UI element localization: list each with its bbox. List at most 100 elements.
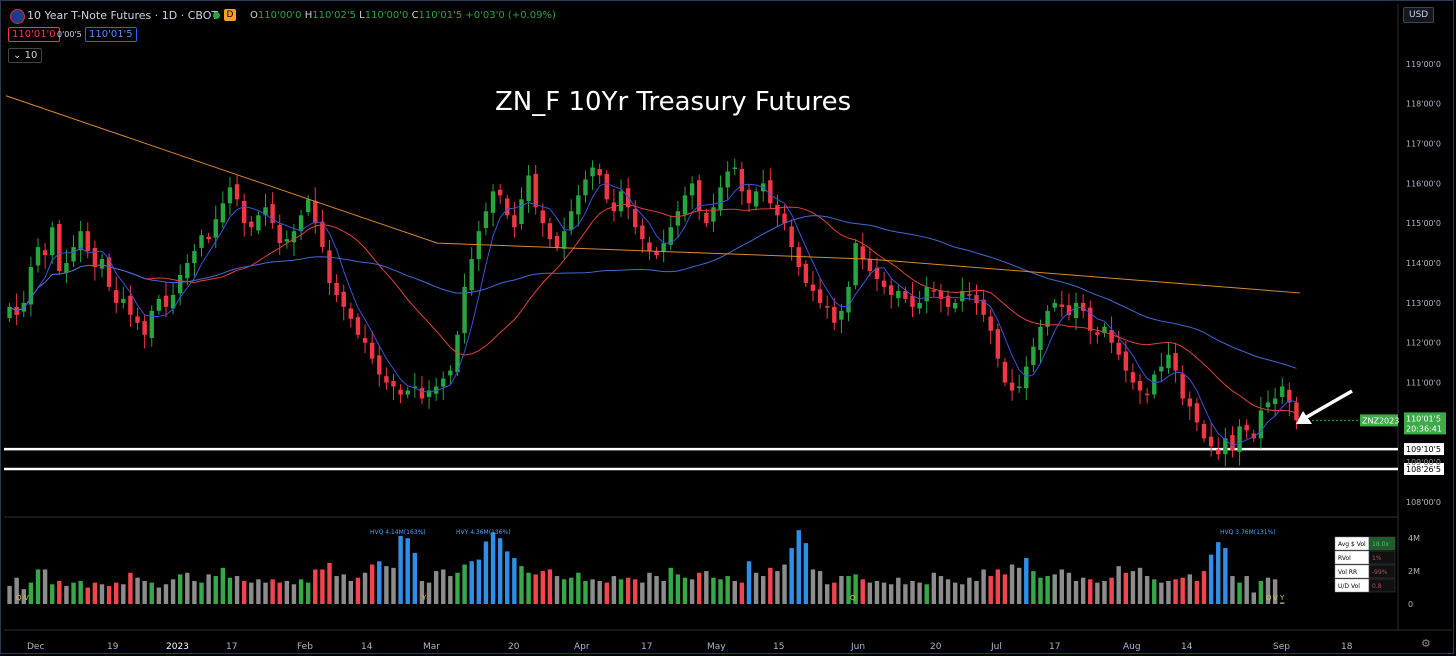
time-axis-tick-label: May bbox=[707, 642, 726, 652]
volume-bar bbox=[917, 582, 922, 604]
settings-gear-icon[interactable]: ⚙ bbox=[1421, 637, 1431, 650]
symbol-tag bbox=[1360, 414, 1398, 427]
candle bbox=[1272, 398, 1278, 405]
volume-bar bbox=[888, 584, 894, 604]
candle bbox=[917, 302, 922, 309]
candle bbox=[1144, 393, 1150, 396]
indicator-toggle[interactable]: ⌄ 10 bbox=[8, 48, 43, 63]
volume-bar bbox=[1137, 567, 1143, 604]
time-axis-tick-label: 14 bbox=[361, 642, 373, 652]
volume-bar bbox=[405, 538, 410, 604]
volume-bar bbox=[1130, 571, 1136, 604]
candle bbox=[384, 376, 389, 383]
candle bbox=[128, 295, 133, 315]
price-axis-tick-label: 108'00'0 bbox=[1406, 498, 1441, 507]
volume-bar bbox=[725, 576, 730, 604]
candle bbox=[291, 231, 297, 243]
volume-bar bbox=[732, 580, 737, 604]
volume-bar bbox=[981, 569, 986, 604]
candle bbox=[1031, 346, 1036, 366]
volume-bar bbox=[995, 569, 1001, 604]
chevron-down-icon: ⌄ bbox=[13, 50, 22, 61]
volume-bar bbox=[1280, 602, 1285, 604]
volume-bar bbox=[355, 577, 361, 604]
currency-selector[interactable]: USD bbox=[1403, 7, 1435, 23]
volume-bar bbox=[1173, 579, 1178, 604]
vol-table-label: Avg $ Vol bbox=[1338, 541, 1366, 548]
volume-bar bbox=[526, 572, 531, 604]
vol-table-value: 1% bbox=[1372, 555, 1382, 562]
volume-bar bbox=[1016, 567, 1022, 604]
vol-table-value-cell bbox=[1368, 564, 1396, 579]
volume-bar bbox=[533, 574, 538, 604]
volume-bar bbox=[824, 584, 830, 604]
volume-bar bbox=[1244, 576, 1249, 604]
volume-axis-tick-label: 0 bbox=[1408, 600, 1413, 609]
candle bbox=[1059, 304, 1065, 307]
volume-bar bbox=[618, 579, 624, 604]
candle bbox=[426, 390, 432, 397]
candle bbox=[945, 295, 951, 307]
volume-bar bbox=[369, 564, 375, 604]
volume-bar bbox=[1059, 569, 1065, 604]
candle bbox=[192, 251, 197, 264]
volume-bar bbox=[675, 574, 681, 604]
price-axis-tick-label: 119'00'0 bbox=[1406, 60, 1441, 69]
candle bbox=[505, 198, 510, 216]
volume-marker: V bbox=[1273, 594, 1278, 602]
time-axis-tick-label: Apr bbox=[574, 642, 590, 652]
candle bbox=[931, 290, 937, 292]
candle bbox=[377, 355, 382, 375]
volume-bar bbox=[1045, 576, 1050, 604]
candle bbox=[177, 275, 183, 294]
volume-bar bbox=[121, 584, 126, 604]
candle bbox=[1223, 438, 1228, 455]
moving-average-line bbox=[9, 204, 1297, 414]
volume-bar bbox=[426, 582, 432, 604]
volume-bar bbox=[590, 579, 595, 604]
open-label: O bbox=[250, 10, 258, 21]
price-axis-tick-label: 117'00'0 bbox=[1406, 140, 1441, 149]
candle bbox=[832, 306, 837, 323]
candle bbox=[654, 251, 659, 256]
volume-bar bbox=[35, 569, 41, 604]
candle bbox=[995, 329, 1001, 359]
candle bbox=[1102, 326, 1107, 334]
candle bbox=[1237, 426, 1242, 452]
volume-bar bbox=[967, 577, 972, 604]
candle bbox=[113, 290, 119, 303]
symbol-title[interactable]: 10 Year T-Note Futures · 1D · CBOT bbox=[27, 9, 219, 22]
volume-bar bbox=[540, 571, 546, 604]
candle bbox=[561, 231, 567, 249]
candle bbox=[42, 250, 48, 256]
volume-bar bbox=[7, 585, 12, 604]
volume-bar bbox=[320, 569, 325, 604]
spread-value: 0'00'5 bbox=[57, 30, 82, 39]
candle bbox=[1173, 353, 1178, 371]
high-volume-annotation: HVY 4.36M(136%) bbox=[456, 529, 511, 536]
buy-button[interactable]: 110'01'5 bbox=[85, 27, 137, 42]
volume-bar bbox=[313, 569, 318, 604]
volume-bar bbox=[654, 576, 659, 604]
volume-bar bbox=[341, 574, 346, 604]
candle bbox=[85, 231, 90, 252]
volume-bar bbox=[113, 582, 119, 604]
candle bbox=[469, 259, 474, 291]
volume-bar bbox=[569, 577, 574, 604]
candle bbox=[1066, 305, 1072, 315]
candle bbox=[99, 259, 105, 269]
candle bbox=[270, 204, 275, 224]
high-value: 110'02'5 bbox=[312, 10, 356, 21]
candle bbox=[1016, 386, 1022, 389]
candle bbox=[803, 263, 809, 283]
high-label: H bbox=[304, 10, 313, 21]
candle bbox=[313, 200, 318, 224]
volume-bar bbox=[1258, 580, 1264, 604]
candle bbox=[483, 211, 489, 229]
time-axis-tick-label: Aug bbox=[1123, 642, 1141, 652]
price-axis-tick-label: 111'00'0 bbox=[1406, 379, 1441, 388]
sell-button[interactable]: 110'01'0 bbox=[8, 27, 60, 42]
low-label: L bbox=[359, 10, 365, 21]
